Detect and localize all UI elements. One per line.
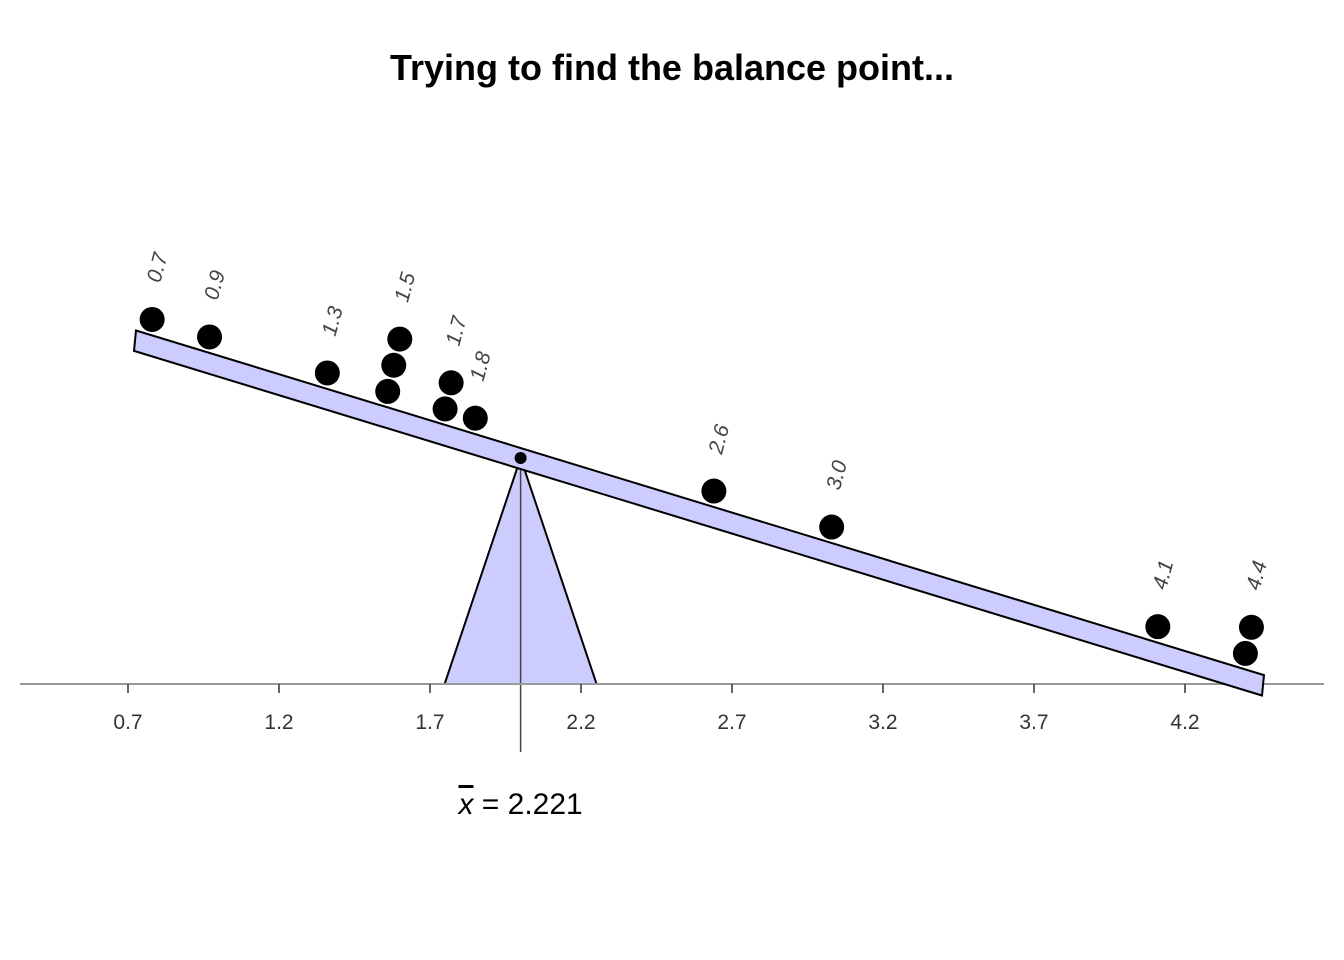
data-point-label: 1.7 <box>442 313 472 348</box>
mean-annotation: x = 2.221 <box>456 788 582 821</box>
x-tick-label: 1.2 <box>264 711 293 734</box>
data-point <box>701 478 727 504</box>
data-point-labels: 0.7 0.9 1.3 1.5 1.71.8 2.6 3.0 4.1 4.4 <box>143 249 1272 592</box>
data-point-label: 2.6 <box>704 422 734 457</box>
x-tick-label: 3.7 <box>1019 711 1048 734</box>
x-tick-label: 1.7 <box>415 711 444 734</box>
data-point-label: 4.1 <box>1148 558 1178 592</box>
data-point <box>438 370 464 396</box>
data-point-label: 3.0 <box>822 458 852 492</box>
x-tick-label: 2.2 <box>566 711 595 734</box>
data-point <box>1145 614 1171 640</box>
data-point <box>139 306 165 332</box>
data-point <box>432 396 458 422</box>
data-point <box>387 326 413 352</box>
x-tick-label: 4.2 <box>1170 711 1199 734</box>
x-tick-label: 0.7 <box>113 711 142 734</box>
data-points <box>139 306 1264 666</box>
data-point-label: 4.4 <box>1242 558 1272 592</box>
x-axis-ticks: 0.7 1.2 1.7 2.2 2.7 3.2 3.7 4.2 <box>113 684 1200 734</box>
pivot-point <box>514 452 527 464</box>
data-point <box>375 378 401 404</box>
data-point <box>1238 614 1264 640</box>
data-point-label: 1.5 <box>390 270 420 304</box>
data-point-label: 1.8 <box>466 349 496 383</box>
x-tick-label: 3.2 <box>868 711 897 734</box>
data-point <box>819 514 845 540</box>
mean-symbol: x <box>456 788 474 821</box>
data-point <box>197 324 223 350</box>
chart-title: Trying to find the balance point... <box>390 47 954 88</box>
fulcrum-layer <box>443 454 598 752</box>
mean-value: = 2.221 <box>473 788 582 821</box>
x-tick-label: 2.7 <box>717 711 746 734</box>
data-point-label: 1.3 <box>318 304 348 338</box>
data-point <box>314 360 340 386</box>
data-point <box>1232 640 1258 666</box>
data-point <box>381 352 407 378</box>
data-point-label: 0.7 <box>143 249 173 284</box>
data-point <box>462 405 488 431</box>
data-point-label: 0.9 <box>200 268 230 302</box>
seesaw-beam <box>132 329 1266 697</box>
